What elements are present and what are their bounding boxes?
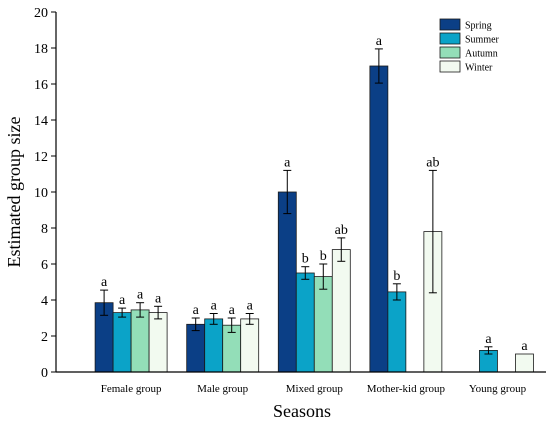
bar bbox=[186, 323, 206, 373]
bar bbox=[277, 191, 297, 373]
bar bbox=[112, 312, 132, 373]
significance-letter: ab bbox=[335, 223, 348, 238]
legend-swatch bbox=[439, 46, 461, 59]
x-axis-ticks: Female group Male group Mixed group Mother-… bbox=[101, 383, 527, 395]
significance-letter: a bbox=[137, 288, 144, 303]
bar bbox=[387, 291, 407, 373]
y-tick-label: 8 bbox=[41, 222, 48, 237]
significance-letter: a bbox=[119, 293, 126, 308]
x-tick-label: Female group bbox=[101, 383, 162, 395]
x-axis-label: Seasons bbox=[273, 401, 331, 421]
bar bbox=[331, 249, 351, 373]
legend-label: Spring bbox=[465, 21, 492, 32]
legend-label: Autumn bbox=[465, 49, 498, 60]
significance-letter: a bbox=[229, 303, 236, 318]
y-tick-label: 4 bbox=[41, 294, 48, 309]
bar bbox=[204, 318, 224, 373]
significance-letter: a bbox=[101, 275, 108, 290]
x-tick-label: Young group bbox=[469, 383, 527, 395]
significance-letter: ab bbox=[426, 155, 439, 170]
significance-letter: a bbox=[155, 291, 162, 306]
axes bbox=[55, 12, 546, 373]
legend-label: Summer bbox=[465, 35, 500, 46]
bar bbox=[369, 65, 389, 373]
y-tick-label: 12 bbox=[34, 150, 48, 165]
y-tick-label: 2 bbox=[41, 330, 48, 345]
significance-letter: b bbox=[320, 249, 327, 264]
bar bbox=[295, 272, 315, 373]
significance-letter: a bbox=[193, 303, 200, 318]
bar bbox=[130, 309, 150, 373]
y-tick-label: 0 bbox=[41, 366, 48, 381]
bar bbox=[515, 353, 534, 373]
bar-marks bbox=[94, 65, 534, 373]
y-tick-label: 18 bbox=[34, 42, 48, 57]
legend: Spring Summer Autumn Winter bbox=[439, 18, 500, 74]
bar bbox=[313, 276, 333, 373]
y-tick-label: 16 bbox=[34, 78, 48, 93]
legend-label: Winter bbox=[465, 63, 493, 74]
x-tick-label: Mother-kid group bbox=[367, 383, 446, 395]
significance-letter: b bbox=[302, 252, 309, 267]
significance-letter: a bbox=[376, 34, 383, 49]
x-tick-label: Male group bbox=[197, 383, 249, 395]
y-tick-label: 20 bbox=[34, 6, 48, 21]
significance-letter: a bbox=[521, 339, 528, 354]
y-tick-label: 10 bbox=[34, 186, 48, 201]
error-bars bbox=[100, 48, 493, 355]
legend-swatch bbox=[439, 32, 461, 45]
significance-letter: a bbox=[284, 155, 291, 170]
y-axis-ticks: 0 2 4 6 8 10 12 14 16 18 20 bbox=[34, 6, 56, 381]
legend-swatch bbox=[439, 60, 461, 73]
x-tick-label: Mixed group bbox=[286, 383, 344, 395]
significance-letter: a bbox=[485, 332, 492, 347]
significance-letter: a bbox=[211, 299, 218, 314]
significance-letter: b bbox=[393, 269, 400, 284]
bar bbox=[148, 312, 168, 373]
y-tick-label: 14 bbox=[34, 114, 48, 129]
legend-swatch bbox=[439, 18, 461, 31]
bar bbox=[240, 318, 260, 373]
significance-letter: a bbox=[247, 299, 254, 314]
y-tick-label: 6 bbox=[41, 258, 48, 273]
y-axis-label: Estimated group size bbox=[4, 117, 24, 268]
